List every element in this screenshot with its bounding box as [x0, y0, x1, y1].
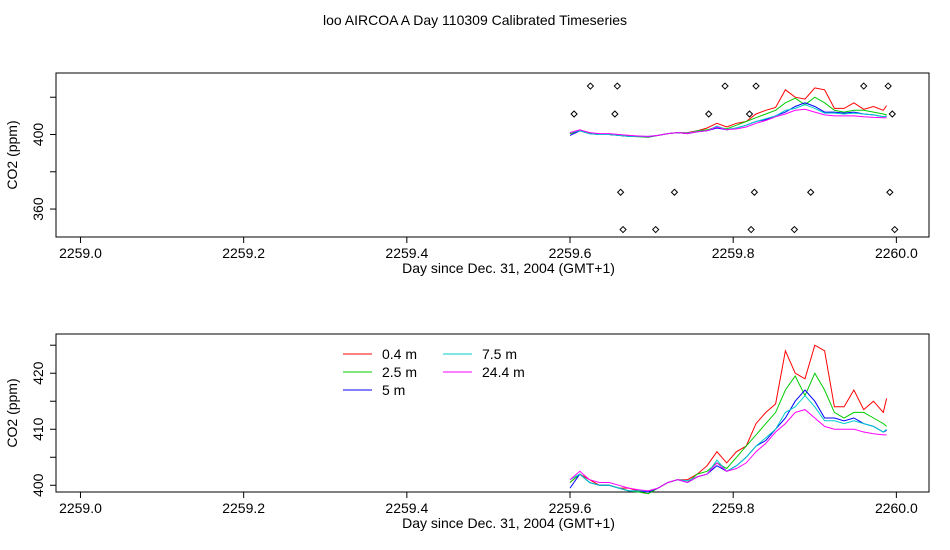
- legend-label: 5 m: [382, 382, 405, 398]
- legend-label: 0.4 m: [382, 346, 417, 362]
- data-marker: [619, 225, 627, 234]
- y-axis-label: CO2 (ppm): [4, 378, 20, 447]
- series-line-5: [569, 409, 887, 492]
- data-marker: [611, 110, 619, 118]
- data-marker: [651, 225, 660, 234]
- y-tick-label: 410: [30, 417, 46, 441]
- panel-1: 2259.0 2259.2 2259.4 2259.6 2259.8 2260.0 Day …: [4, 72, 930, 276]
- series-line-1: [569, 344, 888, 493]
- x-tick-label: 2259.6: [549, 500, 592, 516]
- x-tick-label: 2260.0: [875, 500, 918, 516]
- data-marker: [790, 225, 799, 234]
- x-tick-label: 2259.4: [385, 500, 428, 516]
- series-line-3: [569, 389, 887, 493]
- data-marker: [721, 82, 729, 90]
- y-axis-label: CO2 (ppm): [4, 120, 20, 189]
- y-tick-label: 400: [30, 473, 46, 497]
- chart-title: loo AIRCOA A Day 110309 Calibrated Times…: [322, 12, 627, 28]
- y-tick-label: 420: [30, 361, 46, 385]
- data-marker: [613, 82, 622, 90]
- x-tick-label: 2259.4: [385, 245, 428, 261]
- data-marker: [570, 110, 578, 118]
- series-line-4: [569, 394, 887, 492]
- plot-frame: [55, 333, 930, 493]
- data-marker: [888, 110, 896, 118]
- x-tick-label: 2259.2: [222, 500, 265, 516]
- data-marker: [860, 82, 868, 90]
- x-tick-label: 2260.0: [875, 245, 918, 261]
- panel-2: 2259.0 2259.2 2259.4 2259.6 2259.8 2260.0 Day …: [4, 333, 930, 531]
- data-marker: [884, 82, 892, 90]
- x-tick-label: 2259.8: [712, 245, 755, 261]
- data-marker: [616, 188, 625, 196]
- legend-label: 24.4 m: [482, 364, 525, 380]
- legend: 0.4 m 2.5 m 5 m 7.5 m 24.4 m: [343, 346, 525, 398]
- x-axis-label: Day since Dec. 31, 2004 (GMT+1): [402, 260, 615, 276]
- x-tick-label: 2259.0: [59, 500, 102, 516]
- y-tick-label: 360: [30, 197, 46, 221]
- data-marker: [886, 188, 894, 196]
- series-line-4: [569, 104, 887, 137]
- data-marker: [745, 110, 754, 118]
- y-tick-label: 400: [30, 123, 46, 147]
- x-tick-label: 2259.6: [549, 245, 592, 261]
- data-marker: [586, 82, 595, 90]
- legend-label: 7.5 m: [482, 346, 517, 362]
- series-line-5: [569, 108, 887, 137]
- data-marker: [747, 225, 755, 234]
- data-marker: [752, 82, 760, 90]
- data-marker: [891, 225, 899, 234]
- data-marker: [806, 188, 815, 196]
- x-axis-label: Day since Dec. 31, 2004 (GMT+1): [402, 515, 615, 531]
- x-tick-label: 2259.8: [712, 500, 755, 516]
- series-line-2: [569, 96, 887, 138]
- x-tick-label: 2259.0: [59, 245, 102, 261]
- legend-label: 2.5 m: [382, 364, 417, 380]
- x-tick-label: 2259.2: [222, 245, 265, 261]
- series-line-2: [569, 372, 887, 495]
- data-marker: [705, 110, 713, 118]
- plot-frame: [55, 72, 930, 238]
- series-line-3: [569, 102, 887, 138]
- data-marker: [670, 188, 679, 196]
- data-marker: [750, 188, 759, 196]
